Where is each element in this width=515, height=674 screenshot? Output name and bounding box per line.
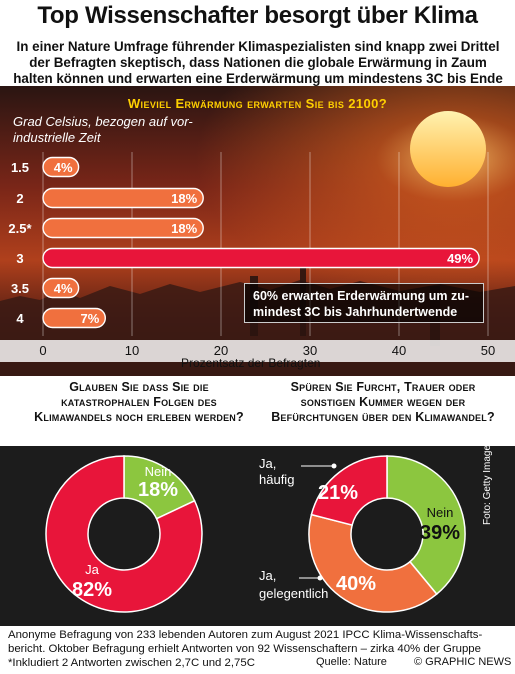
slice-nein	[386, 455, 466, 596]
bar-value-label: 18%	[171, 221, 197, 236]
bar-value-label: 18%	[171, 191, 197, 206]
bar-chart: 0 10 20 30 40 50 4% 1.5 18% 2 18% 2.5* 49% 3 4% 3.5 7% 4	[0, 152, 515, 362]
bar-3	[42, 217, 204, 239]
bar-chart-xlabel: Prozentsatz der Befragten	[181, 356, 321, 370]
x-tick-label: 0	[39, 343, 46, 358]
page-title: Top Wissenschafter besorgt über Klima	[37, 2, 478, 29]
category-label: 2.5*	[8, 221, 32, 236]
x-tick-label: 20	[214, 343, 228, 358]
bar-5	[42, 277, 80, 299]
slice-value-gelegentlich: 40%	[336, 573, 376, 595]
slice-ja	[45, 455, 203, 613]
slice-value-haeufig: 21%	[318, 482, 358, 504]
pie2-question: Spüren Sie Furcht, Trauer oder sonstigen…	[271, 380, 495, 424]
bar-1	[42, 156, 80, 178]
photo-credit: Foto: Getty Images	[482, 439, 493, 525]
x-tick-label: 30	[303, 343, 317, 358]
x-axis-band	[0, 340, 515, 362]
slice-value-nein: 18%	[138, 479, 178, 501]
bar-value-label: 4%	[54, 160, 73, 175]
label-gelegentlich-line2: gelegentlich	[259, 586, 328, 601]
label-haeufig-line1: Ja,	[259, 456, 276, 471]
sun-shape	[410, 111, 486, 187]
bar-chart-annotation: 60% erwarten Erderwärmung um zu-mindest …	[244, 283, 484, 323]
category-label: 1.5	[11, 160, 29, 175]
slice-ja-gelegentlich	[308, 513, 438, 613]
footnote-survey: Anonyme Befragung von 233 lebenden Autor…	[8, 629, 483, 655]
category-label: 2	[16, 191, 23, 206]
x-tick-label: 40	[392, 343, 406, 358]
slice-label-nein: Nein	[427, 505, 454, 520]
source-note: Quelle: Nature	[316, 656, 387, 668]
label-haeufig-line2: häufig	[259, 472, 294, 487]
slice-value-ja: 82%	[72, 579, 112, 601]
category-label: 4	[16, 311, 24, 326]
bar-value-label: 4%	[54, 281, 73, 296]
bar-2	[42, 187, 204, 209]
x-tick-label: 50	[481, 343, 495, 358]
category-label: 3.5	[11, 281, 29, 296]
bar-chart-ylabel: Grad Celsius, bezogen auf vor-industriel…	[13, 114, 193, 145]
slice-value-nein: 39%	[420, 522, 460, 544]
bar-6	[42, 307, 106, 329]
leader-dot	[331, 463, 337, 469]
bar-value-label: 49%	[447, 251, 473, 266]
bar-chart-title: Wieviel Erwärmung erwarten Sie bis 2100?	[127, 96, 388, 111]
footnote: Anonyme Befragung von 233 lebenden Autor…	[8, 628, 508, 670]
bar-value-label: 7%	[81, 311, 100, 326]
slice-label-nein: Nein	[145, 464, 172, 479]
bar-4	[42, 247, 480, 269]
category-label: 3	[16, 251, 23, 266]
credit-note: © GRAPHIC NEWS	[414, 656, 512, 668]
pie1-question: Glauben Sie dass Sie die katastrophalen …	[34, 380, 244, 424]
label-gelegentlich-line1: Ja,	[259, 568, 276, 583]
slice-ja-haeufig	[310, 455, 388, 526]
footnote-star: *Inkludiert 2 Antworten zwischen 2,7C un…	[8, 657, 255, 669]
leader-dot	[317, 575, 323, 581]
slice-label-ja: Ja	[85, 562, 100, 577]
x-tick-label: 10	[125, 343, 139, 358]
